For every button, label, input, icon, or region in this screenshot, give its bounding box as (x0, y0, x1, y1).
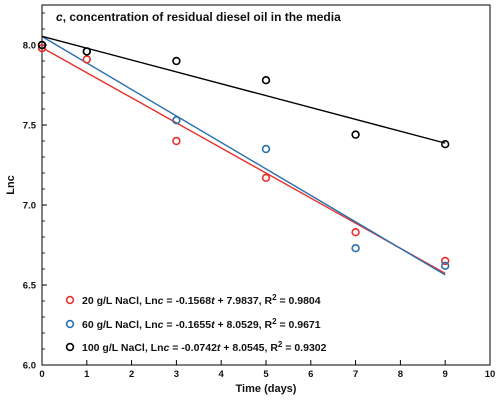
x-tick-label: 7 (353, 369, 358, 380)
x-tick-label: 0 (39, 369, 44, 380)
data-point (261, 75, 271, 85)
legend-label-60: 60 g/L NaCl, Lnc = -0.1655t + 8.0529, R2… (82, 317, 321, 332)
x-axis-ticks: 0 1 2 3 4 5 6 7 8 9 10 (39, 360, 495, 380)
legend-marker-20 (65, 295, 75, 305)
fit-line (41, 35, 446, 276)
data-point (37, 43, 47, 53)
data-point (351, 130, 360, 139)
plot-frame (41, 4, 491, 366)
y-axis-label: Lnc (5, 175, 17, 195)
x-tick-label: 4 (219, 369, 225, 380)
data-point (82, 55, 92, 64)
x-tick-label: 8 (398, 369, 403, 380)
data-point (441, 261, 450, 270)
x-tick-label: 10 (485, 369, 496, 380)
data-point (172, 56, 181, 66)
data-point (261, 173, 271, 183)
y-tick-label: 7.5 (23, 121, 37, 132)
data-point (82, 47, 92, 56)
legend-entry: 20 g/L NaCl, Lnc = -0.1568t + 7.9837, R2… (65, 293, 321, 308)
chart-title-rest: , concentration of residual diesel oil i… (63, 10, 341, 24)
data-point (172, 115, 181, 125)
y-tick-label: 8.0 (23, 41, 36, 52)
data-point (351, 244, 360, 253)
data-point (37, 40, 47, 50)
chart-title: c, concentration of residual diesel oil … (56, 10, 341, 24)
x-tick-label: 2 (129, 369, 134, 380)
data-point (441, 256, 450, 266)
data-point (441, 140, 450, 149)
x-axis-label: Time (days) (236, 383, 297, 395)
data-point (172, 136, 181, 146)
x-tick-label: 3 (174, 369, 179, 380)
x-tick-label: 6 (308, 369, 313, 380)
y-tick-label: 6.0 (23, 361, 36, 372)
fit-lines (41, 35, 446, 276)
fit-line (41, 35, 446, 144)
x-tick-label: 5 (263, 369, 269, 380)
legend: 20 g/L NaCl, Lnc = -0.1568t + 7.9837, R2… (65, 293, 327, 355)
y-axis-ticks: 6.0 6.5 7.0 7.5 8.0 (23, 12, 47, 372)
chart-title-prefix: c (56, 10, 63, 24)
legend-marker-100 (65, 342, 75, 352)
legend-entry: 60 g/L NaCl, Lnc = -0.1655t + 8.0529, R2… (65, 317, 321, 332)
legend-marker-60 (65, 319, 75, 329)
y-tick-label: 6.5 (23, 281, 37, 292)
data-point (351, 228, 360, 237)
legend-label-20: 20 g/L NaCl, Lnc = -0.1568t + 7.9837, R2… (82, 293, 321, 308)
data-point (261, 144, 271, 154)
y-tick-label: 7.0 (23, 201, 36, 212)
data-points (37, 40, 450, 270)
x-tick-label: 1 (84, 369, 90, 380)
legend-label-100: 100 g/L NaCl, Lnc = -0.0742t + 8.0545, R… (82, 340, 327, 355)
legend-entry: 100 g/L NaCl, Lnc = -0.0742t + 8.0545, R… (65, 340, 327, 355)
x-tick-label: 9 (443, 369, 448, 380)
